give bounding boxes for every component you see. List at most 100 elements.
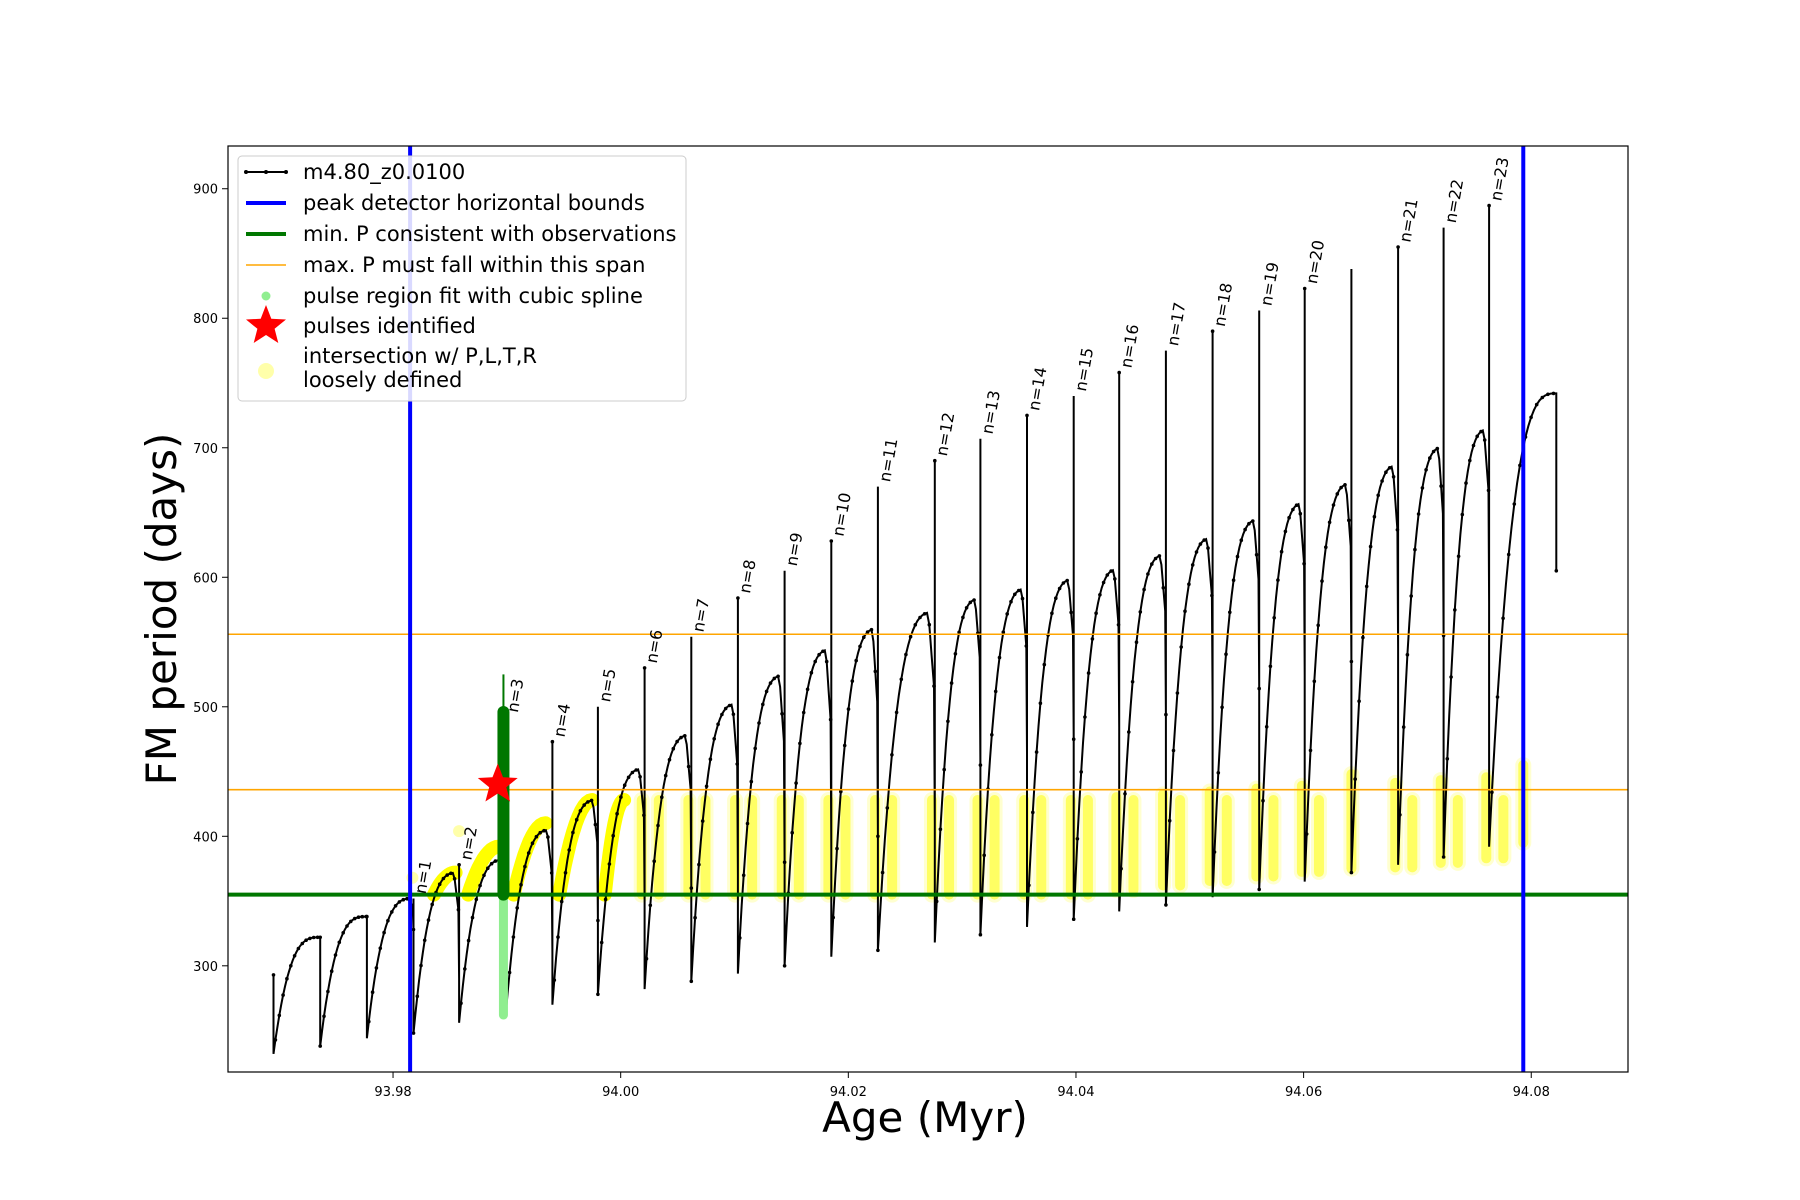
pulse-label: n=11 (875, 437, 901, 484)
track-point (978, 932, 983, 937)
track-point (813, 659, 817, 664)
track-point (1113, 577, 1117, 581)
track-point (1109, 569, 1113, 573)
y-tick-label: 300 (193, 960, 218, 975)
track-point (345, 924, 349, 928)
y-tick-label: 700 (193, 442, 218, 457)
track-point (1387, 466, 1392, 470)
track-point (642, 813, 646, 817)
track-point (1005, 612, 1009, 616)
track-point (683, 734, 687, 738)
track-point (1261, 798, 1265, 803)
pulse-label: n=19 (1256, 261, 1282, 308)
track-point (1331, 503, 1336, 507)
track-point (463, 967, 467, 971)
track-point (993, 689, 998, 694)
legend-label: loosely defined (303, 368, 462, 392)
track-point (1395, 528, 1400, 532)
track-point (326, 989, 330, 994)
track-point (1512, 502, 1517, 506)
track-point (582, 803, 586, 807)
track-point (530, 841, 535, 845)
track-point (1164, 712, 1168, 717)
track-point (761, 702, 765, 707)
track-point (482, 873, 486, 878)
track-point (704, 784, 709, 789)
track-point (599, 940, 604, 945)
track-point (1501, 616, 1505, 621)
track-point (689, 886, 694, 890)
track-point (716, 722, 720, 726)
pulse-label: n=10 (829, 491, 855, 538)
track-point (1324, 545, 1328, 549)
track-point (782, 964, 787, 968)
track-point (523, 864, 527, 869)
track-point (652, 859, 656, 863)
track-point (865, 630, 870, 634)
pulse-identified-star (477, 763, 518, 802)
track-point (630, 770, 635, 775)
track-point (972, 598, 976, 602)
pulse-label: n=21 (1395, 197, 1421, 244)
track-point (638, 775, 642, 779)
track-point (890, 753, 894, 757)
track-point (997, 655, 1002, 660)
track-point (589, 798, 594, 803)
legend-marker (258, 363, 274, 379)
x-tick-label: 94.06 (1285, 1085, 1322, 1100)
track-point (1202, 538, 1206, 542)
track-point (1279, 549, 1284, 554)
track-point (478, 883, 482, 888)
track-point (1146, 572, 1150, 576)
track-point (1065, 578, 1069, 583)
track-point (538, 830, 542, 835)
track-point (318, 935, 323, 940)
track-point (1206, 546, 1210, 550)
track-point (489, 861, 494, 866)
track-point (559, 899, 564, 904)
track-point (549, 871, 554, 875)
track-point (365, 914, 369, 919)
legend-label: peak detector horizontal bounds (303, 191, 645, 215)
track-point (829, 539, 834, 543)
track-point (1075, 837, 1080, 841)
track-point (1105, 573, 1110, 577)
track-point (507, 970, 512, 975)
track-point (1123, 792, 1127, 796)
track-point (1142, 587, 1146, 592)
track-point (1316, 623, 1320, 628)
track-point (757, 721, 761, 725)
track-point (1212, 850, 1217, 854)
track-point (318, 1044, 323, 1048)
track-point (1490, 790, 1494, 795)
track-point (850, 679, 855, 683)
track-point (370, 990, 375, 994)
track-point (511, 935, 516, 939)
track-point (1071, 917, 1076, 921)
track-point (1050, 611, 1054, 616)
track-point (1009, 599, 1013, 604)
track-point (768, 681, 773, 685)
track-point (644, 956, 649, 961)
track-point (1061, 581, 1066, 585)
track-point (1130, 680, 1135, 684)
track-point (671, 746, 676, 751)
track-point (615, 811, 619, 816)
y-tick-label: 400 (193, 830, 218, 845)
track-point (908, 634, 913, 639)
track-point (927, 622, 932, 627)
track-point (809, 670, 814, 675)
track-point (723, 706, 728, 711)
track-point (526, 851, 531, 855)
track-point (1349, 659, 1354, 664)
legend-marker-dot (244, 170, 248, 174)
track-point (1094, 611, 1098, 615)
track-point (386, 918, 390, 923)
track-point (913, 623, 918, 627)
track-point (798, 741, 802, 746)
track-point (1384, 470, 1388, 475)
track-point (308, 936, 312, 941)
y-tick-label: 800 (193, 312, 218, 327)
track-point (1294, 503, 1299, 508)
y-tick-label: 500 (193, 701, 218, 716)
